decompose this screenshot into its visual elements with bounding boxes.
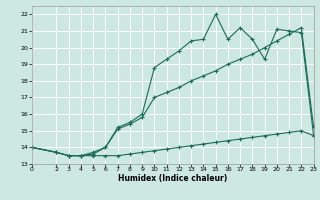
X-axis label: Humidex (Indice chaleur): Humidex (Indice chaleur) bbox=[118, 174, 228, 183]
